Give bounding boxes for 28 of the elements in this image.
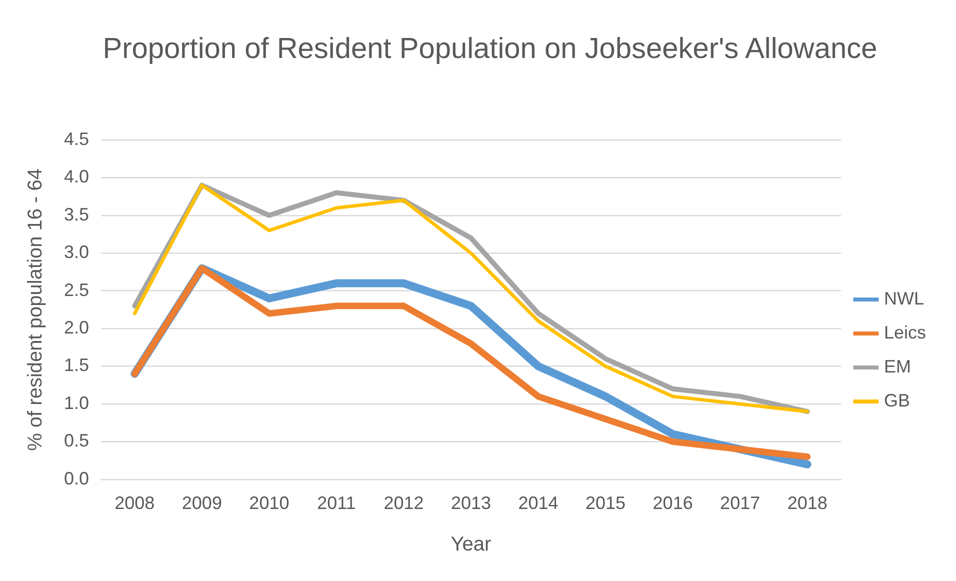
y-tick-label: 2.5 xyxy=(64,280,90,300)
legend-label: Leics xyxy=(884,322,926,342)
y-tick-label: 4.0 xyxy=(64,166,90,187)
y-tick-label: 1.0 xyxy=(64,392,90,413)
x-tick-label: 2010 xyxy=(249,493,290,514)
y-tick-label: 0.5 xyxy=(64,430,90,451)
x-tick-label: 2017 xyxy=(720,493,760,514)
y-tick-label: 3.5 xyxy=(64,204,90,224)
y-tick-label: 1.5 xyxy=(64,355,90,376)
y-tick-label: 2.0 xyxy=(64,318,90,338)
legend-label: NWL xyxy=(884,288,924,308)
x-tick-label: 2016 xyxy=(652,493,693,514)
x-tick-label: 2014 xyxy=(518,493,558,514)
chart-title: Proportion of Resident Population on Jobseeker's Allowance xyxy=(102,32,878,67)
legend-label: GB xyxy=(884,390,910,410)
y-tick-label: 3.0 xyxy=(64,242,90,262)
x-tick-label: 2018 xyxy=(787,493,828,514)
x-axis-title: Year xyxy=(450,534,492,556)
y-tick-label: 4.5 xyxy=(64,128,90,149)
y-tick-label: 0.0 xyxy=(64,468,90,488)
x-tick-label: 2009 xyxy=(182,493,222,514)
x-tick-label: 2015 xyxy=(586,493,626,514)
y-axis-title: % of resident population 16 - 64 xyxy=(24,168,47,451)
x-tick-label: 2013 xyxy=(450,493,492,514)
legend-label: EM xyxy=(884,356,911,376)
x-tick-label: 2011 xyxy=(317,493,356,514)
x-tick-label: 2012 xyxy=(384,493,424,514)
x-tick-label: 2008 xyxy=(114,493,155,514)
